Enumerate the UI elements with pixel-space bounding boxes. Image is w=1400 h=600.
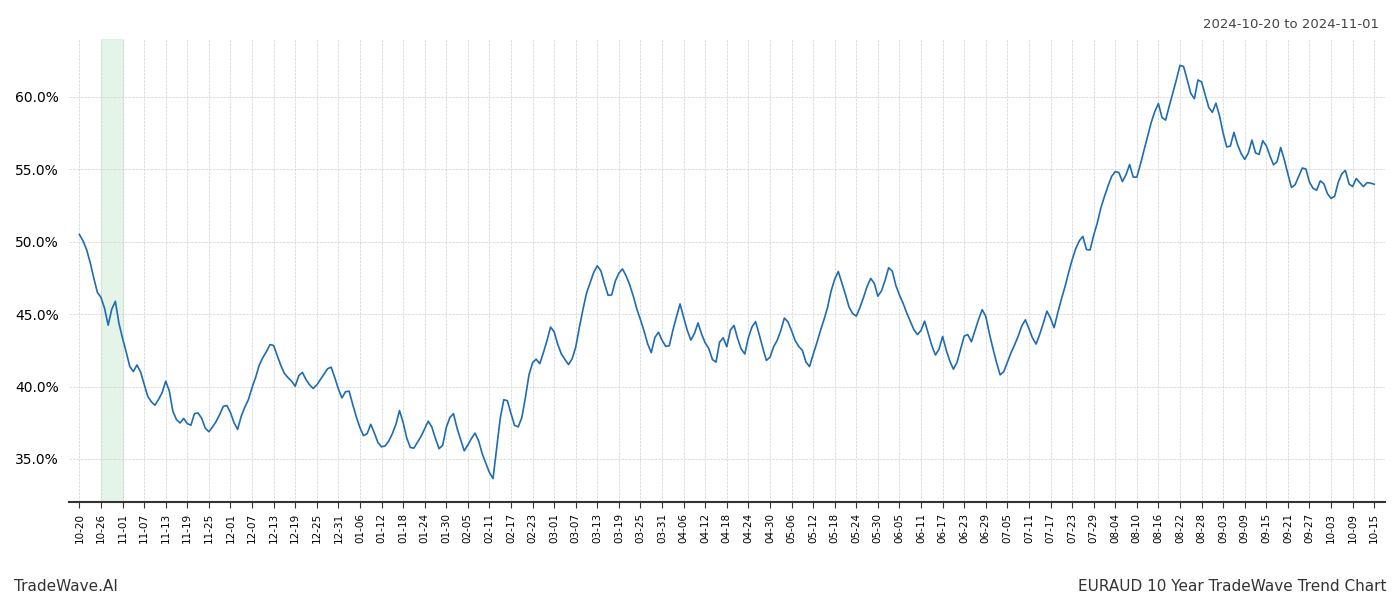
Text: TradeWave.AI: TradeWave.AI — [14, 579, 118, 594]
Bar — [101, 39, 123, 502]
Text: EURAUD 10 Year TradeWave Trend Chart: EURAUD 10 Year TradeWave Trend Chart — [1078, 579, 1386, 594]
Text: 2024-10-20 to 2024-11-01: 2024-10-20 to 2024-11-01 — [1203, 18, 1379, 31]
